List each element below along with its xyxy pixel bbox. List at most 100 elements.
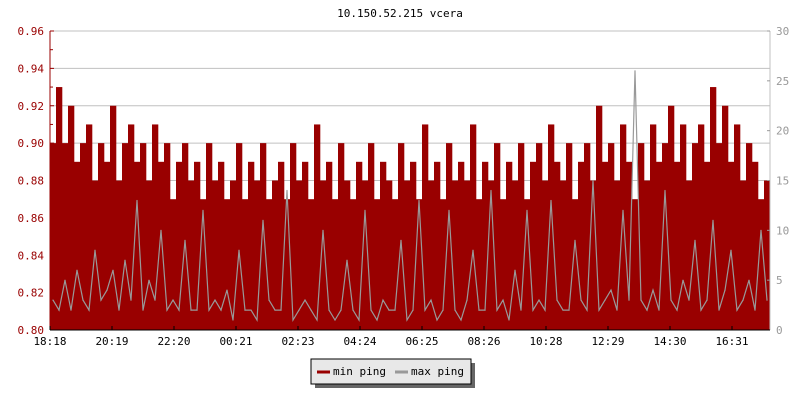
min-ping-bar [506, 161, 513, 330]
max-ping-point [94, 249, 96, 251]
min-ping-bar [722, 105, 729, 330]
x-tick-label: 22:20 [157, 335, 190, 348]
min-ping-bar [68, 105, 75, 330]
min-ping-bar [560, 180, 567, 330]
min-ping-bar [710, 87, 717, 330]
max-ping-point [322, 229, 324, 231]
max-ping-point [364, 209, 366, 211]
max-ping-point [310, 309, 312, 311]
min-ping-bar [368, 143, 375, 330]
max-ping-point [100, 299, 102, 301]
min-ping-bar [188, 180, 195, 330]
min-ping-bar [218, 161, 225, 330]
max-ping-point [412, 309, 414, 311]
max-ping-point [670, 299, 672, 301]
y-left-tick-label: 0.82 [18, 287, 45, 300]
min-ping-bar [536, 143, 543, 330]
min-ping-bar [500, 199, 507, 330]
min-ping-bar [230, 180, 237, 330]
max-ping-point [172, 299, 174, 301]
min-ping-bar [182, 143, 189, 330]
max-ping-point [220, 309, 222, 311]
min-ping-bar [620, 124, 627, 330]
min-ping-bar [410, 161, 417, 330]
min-ping-area [50, 87, 771, 330]
min-ping-bar [740, 180, 747, 330]
max-ping-point [718, 309, 720, 311]
max-ping-point [550, 199, 552, 202]
max-ping-point [586, 309, 588, 311]
min-ping-bar [398, 143, 405, 330]
min-ping-bar [122, 143, 129, 330]
min-ping-bar [266, 199, 273, 330]
max-ping-point [508, 319, 510, 321]
min-ping-bar [260, 143, 267, 330]
min-ping-bar [518, 143, 525, 330]
x-tick-label: 10:28 [529, 335, 562, 348]
y-right-tick-label: 0 [776, 324, 783, 337]
x-tick-label: 20:19 [95, 335, 128, 348]
max-ping-point [724, 289, 726, 291]
max-ping-point [418, 199, 420, 202]
max-ping-point [688, 299, 690, 301]
max-ping-point [766, 299, 768, 301]
max-ping-point [646, 309, 648, 311]
max-ping-point [556, 299, 558, 301]
x-tick-label: 12:29 [591, 335, 624, 348]
max-ping-point [694, 239, 696, 241]
max-ping-point [136, 199, 138, 202]
min-ping-bar [758, 199, 765, 330]
max-ping-point [580, 299, 582, 301]
legend-min-ping-label: min ping [333, 365, 386, 378]
min-ping-bar [308, 199, 315, 330]
min-ping-bar [140, 143, 147, 330]
max-ping-point [502, 299, 504, 301]
min-ping-bar [662, 143, 669, 330]
min-ping-bar [170, 199, 177, 330]
min-ping-bar [236, 143, 243, 330]
min-ping-bar [254, 180, 261, 330]
min-ping-bar [674, 161, 681, 330]
max-ping-point [286, 189, 288, 192]
max-ping-point [340, 309, 342, 311]
x-tick-label: 14:30 [653, 335, 686, 348]
max-ping-point [64, 279, 66, 281]
max-ping-point [148, 279, 150, 281]
y-left-tick-label: 0.86 [18, 212, 45, 225]
y-right-tick-label: 10 [776, 224, 789, 237]
min-ping-bar [332, 199, 339, 330]
max-ping-point [616, 309, 618, 311]
max-ping-point [736, 309, 738, 311]
y-right-tick-label: 15 [776, 175, 789, 188]
max-ping-point [256, 319, 258, 321]
max-ping-point [328, 309, 330, 311]
min-ping-bar [242, 199, 249, 330]
min-ping-bar [434, 161, 441, 330]
min-ping-bar [584, 143, 591, 330]
max-ping-line [52, 70, 768, 322]
min-ping-bar [746, 143, 753, 330]
max-ping-point [316, 319, 318, 321]
max-ping-point [538, 299, 540, 301]
max-ping-point [592, 179, 594, 182]
y-left-tick-label: 0.84 [18, 249, 45, 262]
min-ping-bar [542, 180, 549, 330]
min-ping-bar [512, 180, 519, 330]
x-tick-label: 04:24 [343, 335, 376, 348]
max-ping-point [562, 309, 564, 311]
min-ping-bar [224, 199, 231, 330]
min-ping-bar [272, 180, 279, 330]
max-ping-point [352, 309, 354, 311]
max-ping-point [682, 279, 684, 281]
min-ping-bar [428, 180, 435, 330]
min-ping-bar [374, 199, 381, 330]
min-ping-bar [350, 199, 357, 330]
min-ping-bar [680, 124, 687, 330]
min-ping-bar [464, 180, 471, 330]
max-ping-point [742, 299, 744, 301]
max-ping-point [244, 309, 246, 311]
min-ping-bar [554, 161, 561, 330]
max-ping-point [520, 309, 522, 311]
min-ping-bar [452, 180, 459, 330]
